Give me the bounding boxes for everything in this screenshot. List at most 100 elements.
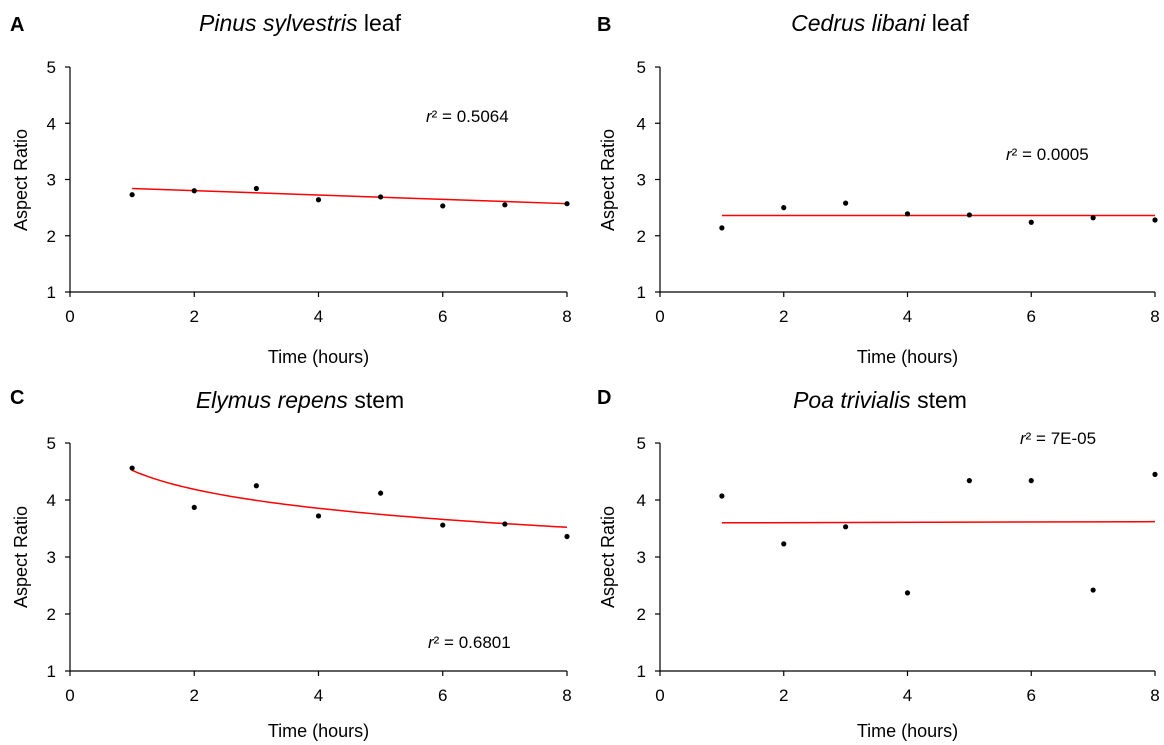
data-point [129,465,135,471]
y-tick-label: 3 [637,171,646,190]
data-point [191,504,197,511]
x-tick-label: 4 [903,307,912,326]
x-tick-label: 2 [190,686,199,705]
title-organ: leaf [358,10,402,36]
panel-letter: A [10,14,24,36]
data-point [904,590,911,596]
x-tick-label: 0 [655,307,664,326]
y-tick-label: 5 [637,434,646,453]
y-tick-label: 5 [47,58,56,77]
x-tick-label: 6 [1027,307,1036,326]
data-point [191,188,197,194]
x-tick-label: 2 [779,686,788,705]
x-tick-label: 2 [190,307,199,326]
title-organ: stem [911,387,967,413]
x-tick-label: 0 [65,686,74,705]
y-axis-label: Aspect Ratio [11,129,31,231]
r-symbol: r [426,107,433,126]
data-point [966,478,972,484]
data-point [502,202,508,208]
data-point [315,197,322,203]
panel-a: A Pinus sylvestris leaf 1 2 3 4 5 0 2 4 6 8 Time (ho… [10,10,572,367]
x-tick-label: 8 [1150,686,1159,705]
title-species: Cedrus libani [791,10,926,36]
x-tick-label: 0 [655,686,664,705]
x-axis-label: Time (hours) [268,721,369,741]
panel-title: Pinus sylvestris leaf [199,10,402,36]
y-tick-label: 1 [47,662,56,681]
y-tick-label: 2 [47,605,56,624]
y-axis-label: Aspect Ratio [598,129,618,231]
title-species: Pinus sylvestris [199,10,358,36]
y-tick-label: 2 [47,227,56,246]
x-tick-label: 4 [903,686,912,705]
y-tick-label: 3 [47,548,56,567]
y-tick-label: 1 [637,283,646,302]
data-point [253,185,259,192]
r-squared-label: r² = 7E-05 [1020,429,1096,448]
x-tick-label: 6 [1027,686,1036,705]
y-tick-label: 2 [637,227,646,246]
data-point [564,201,570,207]
data-point [378,490,384,496]
data-point [1090,587,1096,593]
y-tick-label: 4 [637,114,646,133]
y-tick-label: 5 [637,58,646,77]
title-species: Poa trivialis [793,387,911,413]
r-squared-value: ² = 0.5064 [432,107,509,126]
data-point [315,513,322,519]
data-point [1028,478,1034,484]
r-squared-value: ² = 0.6801 [434,633,511,652]
trendline [132,187,568,205]
panel-d: D Poa trivialis stem 1 2 3 4 5 0 2 4 6 8 Time (hours… [597,387,1160,741]
panel-title: Cedrus libani leaf [791,10,969,36]
y-tick-label: 4 [637,491,646,510]
data-point [904,211,911,217]
data-point [440,522,446,528]
y-axis-label: Aspect Ratio [598,506,618,608]
y-tick-label: 3 [637,548,646,567]
data-point [843,524,849,530]
x-axis-label: Time (hours) [268,347,369,367]
x-tick-label: 8 [562,686,571,705]
r-squared-label: r² = 0.5064 [426,107,509,126]
trendline [721,520,1156,524]
panel-c: C Elymus repens stem 1 2 3 4 5 0 2 4 6 8 Time (hours… [10,387,572,741]
y-tick-label: 1 [47,283,56,302]
data-point [502,521,508,527]
data-point [440,203,446,209]
x-tick-label: 4 [314,686,323,705]
y-tick-label: 2 [637,605,646,624]
y-tick-label: 3 [47,171,56,190]
panel-letter: C [10,387,24,409]
x-axis-label: Time (hours) [857,347,958,367]
x-tick-label: 2 [779,307,788,326]
r-squared-label: r² = 0.6801 [428,633,511,652]
panel-letter: D [597,387,611,409]
data-point [1028,219,1034,225]
y-tick-label: 5 [47,434,56,453]
r-squared-label: r² = 0.0005 [1006,145,1089,164]
title-organ: stem [348,387,404,413]
y-tick-label: 1 [637,662,646,681]
title-organ: leaf [925,10,969,36]
x-tick-label: 4 [314,307,323,326]
x-tick-label: 8 [562,307,571,326]
x-tick-label: 6 [438,307,447,326]
data-point [1090,215,1096,221]
x-tick-label: 8 [1150,307,1159,326]
data-point [966,212,972,218]
r-squared-value: ² = 0.0005 [1012,145,1089,164]
data-point [253,483,259,489]
r-symbol: r [1006,145,1013,164]
y-tick-label: 4 [47,114,56,133]
data-point [719,493,725,499]
panel-letter: B [597,14,611,36]
data-point [129,192,135,198]
title-species: Elymus repens [196,387,349,413]
data-point [564,533,570,540]
trendline [131,469,568,528]
panel-title: Elymus repens stem [196,387,404,413]
r-symbol: r [1020,429,1027,448]
